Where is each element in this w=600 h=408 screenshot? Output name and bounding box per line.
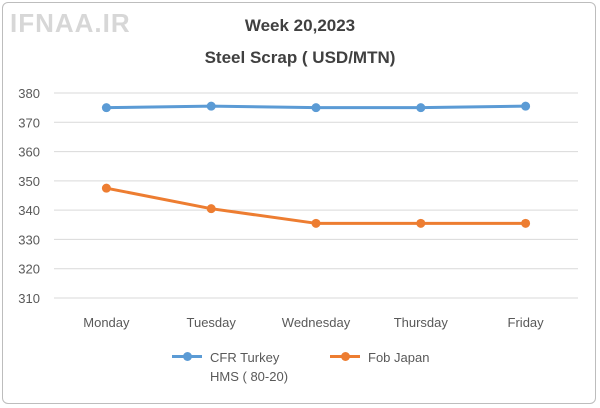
x-axis-tick-labels: Monday Tuesday Wednesday Thursday Friday: [83, 315, 544, 330]
data-point-fob-japan-wednesday: [311, 218, 321, 228]
chart-title: Week 20,2023: [244, 16, 356, 35]
y-tick-label-330: 330: [18, 232, 40, 247]
legend-marker-fob-japan: [341, 352, 350, 361]
legend-label-fob-japan: Fob Japan: [368, 350, 430, 365]
legend-marker-cfr-turkey: [183, 352, 192, 361]
data-point-cfr-turkey-thursday: [416, 103, 426, 113]
chart-subtitle: Steel Scrap ( USD/MTN): [204, 48, 396, 67]
data-point-fob-japan-tuesday: [206, 204, 216, 214]
y-tick-label-360: 360: [18, 145, 40, 160]
data-point-fob-japan-monday: [101, 183, 111, 193]
y-tick-label-310: 310: [18, 291, 40, 306]
legend: CFR Turkey HMS ( 80-20) Fob Japan: [0, 348, 600, 398]
y-tick-label-340: 340: [18, 203, 40, 218]
data-point-cfr-turkey-monday: [101, 103, 111, 113]
series-group: [101, 101, 531, 228]
y-tick-label-370: 370: [18, 115, 40, 130]
x-tick-label-friday: Friday: [508, 315, 545, 330]
series-line-fob-japan: [104, 186, 528, 225]
gridlines: [54, 92, 578, 299]
x-tick-label-wednesday: Wednesday: [282, 315, 351, 330]
data-point-cfr-turkey-wednesday: [311, 103, 321, 113]
y-tick-label-320: 320: [18, 262, 40, 277]
data-point-fob-japan-friday: [521, 218, 531, 228]
x-tick-label-thursday: Thursday: [394, 315, 449, 330]
legend-label-cfr-turkey-line1: CFR Turkey: [210, 350, 280, 365]
y-axis-tick-labels: 310 320 330 340 350 360 370 380: [18, 86, 40, 306]
y-tick-label-350: 350: [18, 174, 40, 189]
data-point-cfr-turkey-friday: [521, 101, 531, 111]
chart-frame: [2, 2, 596, 404]
x-tick-label-tuesday: Tuesday: [187, 315, 237, 330]
data-point-fob-japan-thursday: [416, 218, 426, 228]
watermark-logo: IFNAA.IR: [10, 8, 131, 38]
legend-label-cfr-turkey-line2: HMS ( 80-20): [210, 369, 289, 384]
x-tick-label-monday: Monday: [83, 315, 130, 330]
data-point-cfr-turkey-tuesday: [206, 101, 216, 111]
y-tick-label-380: 380: [18, 86, 40, 101]
